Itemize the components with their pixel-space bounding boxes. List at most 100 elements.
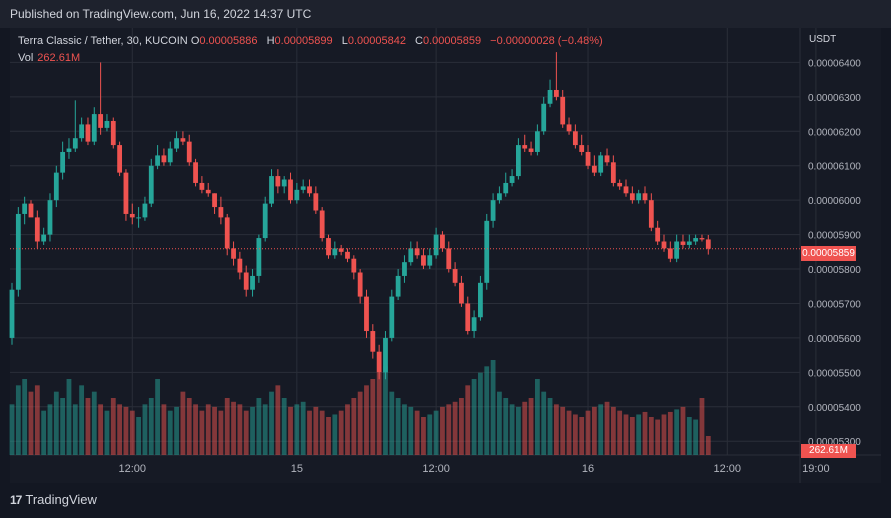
candle-body <box>72 138 78 149</box>
candle-body <box>281 179 287 187</box>
volume-bar <box>522 401 528 455</box>
volume-bar <box>313 406 319 455</box>
y-tick-label: 0.00006000 <box>808 196 861 207</box>
volume-bar <box>9 404 15 455</box>
close-label: C <box>415 35 423 47</box>
volume-bar <box>262 404 268 455</box>
volume-bar <box>319 410 325 455</box>
volume-bar <box>648 417 654 455</box>
candle-body <box>693 238 699 242</box>
volume-bar <box>389 391 395 455</box>
candle-body <box>446 248 452 270</box>
candle-body <box>199 182 205 190</box>
candle-body <box>212 193 217 208</box>
candle-body <box>408 248 414 263</box>
candle-body <box>623 186 629 194</box>
volume-bar <box>218 410 224 455</box>
candle-body <box>591 165 597 173</box>
candle-body <box>155 155 160 166</box>
volume-bar <box>383 366 388 455</box>
candle-body <box>180 138 186 142</box>
y-tick-label: 0.00005900 <box>808 231 861 242</box>
volume-bar <box>281 398 287 455</box>
candle-body <box>53 172 59 201</box>
candle-body <box>129 213 135 218</box>
volume-bar <box>370 379 376 455</box>
volume-bar <box>636 414 642 455</box>
volume-bar <box>452 401 458 455</box>
published-text: Published on TradingView.com, Jun 16, 20… <box>10 7 312 21</box>
candle-body <box>572 131 578 146</box>
candle-body <box>604 155 610 163</box>
candle-body <box>484 220 490 283</box>
candle-body <box>167 148 173 163</box>
candle-body <box>471 317 477 332</box>
x-tick-label: 12:00 <box>422 463 450 475</box>
volume-bar <box>446 404 452 455</box>
y-tick-label: 0.00006200 <box>808 127 861 138</box>
volume-bar <box>300 401 306 455</box>
candle-body <box>104 120 110 128</box>
candle-body <box>123 172 129 214</box>
candle-body <box>237 258 243 273</box>
volume-bar <box>205 404 211 455</box>
candle-body <box>205 189 211 194</box>
volume-bar <box>610 406 616 455</box>
volume-bar <box>34 385 40 455</box>
volume-bar <box>91 391 97 455</box>
volume-bar <box>250 406 255 455</box>
candle-body <box>490 200 496 221</box>
candle-body <box>269 176 274 204</box>
candle-body <box>541 103 547 132</box>
volume-bar <box>288 406 293 455</box>
candle-body <box>148 165 154 204</box>
volume-bar <box>174 406 179 455</box>
volume-value: 262.61M <box>37 52 81 64</box>
candle-body <box>699 238 705 240</box>
volume-bar <box>572 414 578 455</box>
volume-bar <box>307 410 312 455</box>
brand-name: TradingView <box>25 492 97 507</box>
candle-body <box>680 241 686 245</box>
volume-bar <box>243 410 249 455</box>
candle-body <box>376 351 382 373</box>
volume-bar <box>237 404 243 455</box>
candle-body <box>547 89 553 104</box>
volume-bar <box>414 410 420 455</box>
volume-bar <box>364 385 369 455</box>
volume-bar <box>604 401 610 455</box>
candle-body <box>389 296 395 338</box>
volume-bar <box>294 404 300 455</box>
volume-legend: Vol 262.61M <box>18 52 80 64</box>
volume-bar <box>440 406 445 455</box>
candle-body <box>9 289 15 338</box>
volume-bar <box>478 372 483 455</box>
candle-body <box>357 272 363 297</box>
candle-body <box>256 238 262 276</box>
candle-body <box>136 217 141 219</box>
candle-body <box>294 189 300 201</box>
low-value: 0.00005842 <box>347 35 406 47</box>
candle-body <box>667 248 673 259</box>
candle-body <box>60 151 66 173</box>
volume-bar <box>680 406 686 455</box>
y-tick-label: 0.00006100 <box>808 162 861 173</box>
candle-body <box>414 248 420 256</box>
footer-brand[interactable]: 17 TradingView <box>10 492 97 507</box>
open-label: O <box>190 35 200 47</box>
volume-bar <box>123 406 129 455</box>
candle-body <box>345 251 350 259</box>
candle-body <box>326 238 331 256</box>
candle-body <box>402 262 407 276</box>
volume-bar <box>503 398 509 455</box>
volume-bar <box>547 398 553 455</box>
volume-bar <box>15 385 21 455</box>
candle-body <box>22 203 28 214</box>
candle-body <box>395 275 401 297</box>
volume-bar <box>693 419 699 455</box>
candle-body <box>516 145 521 177</box>
candle-body <box>579 145 585 152</box>
volume-bar <box>427 414 433 455</box>
candle-body <box>364 296 369 332</box>
